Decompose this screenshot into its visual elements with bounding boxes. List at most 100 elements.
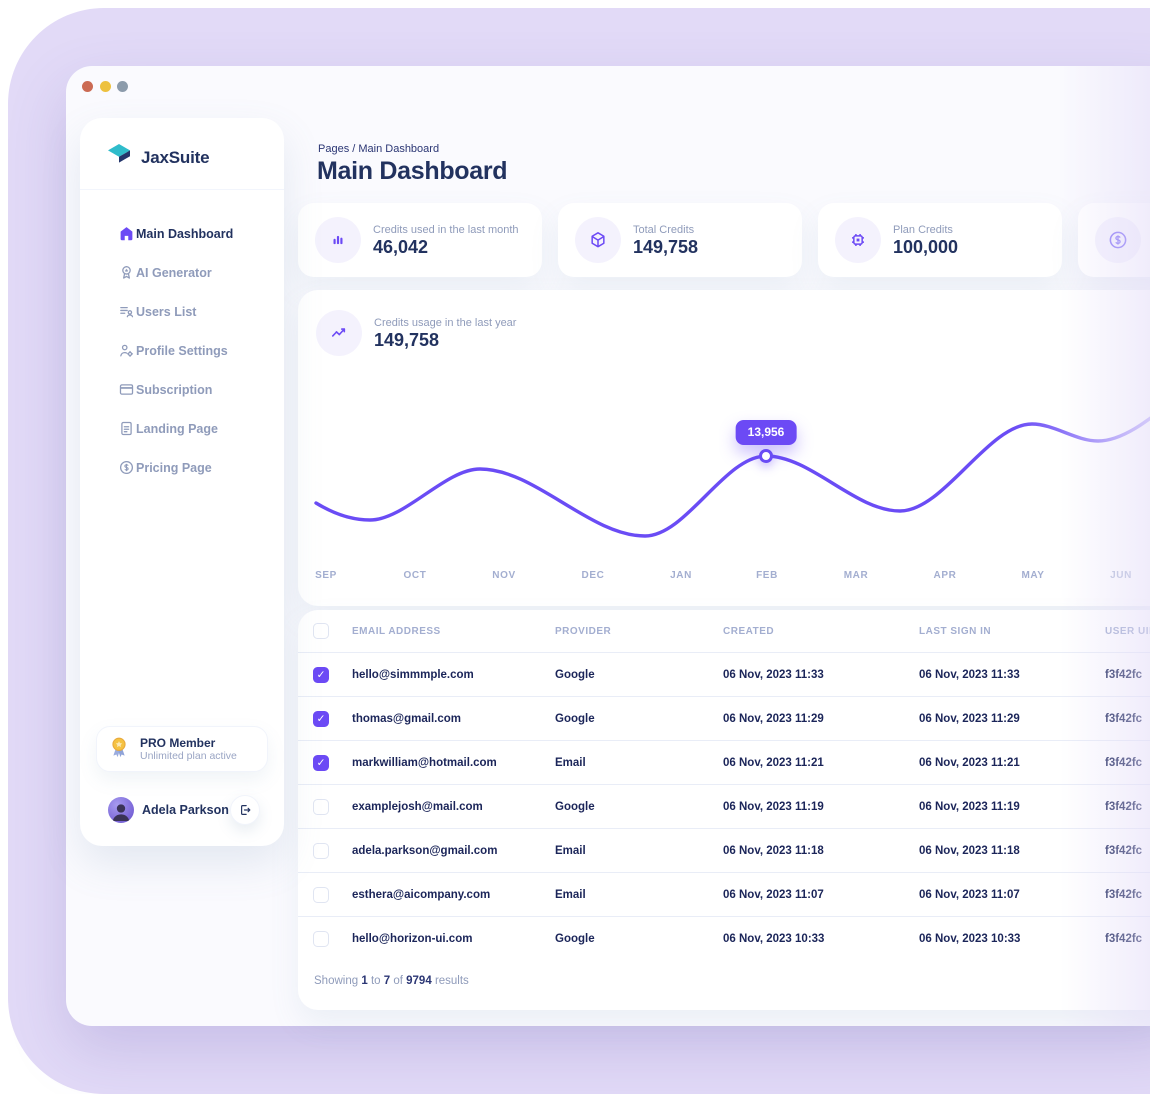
cell-email: esthera@aicompany.com (352, 888, 491, 901)
usage-label: Credits usage in the last year (374, 316, 517, 329)
stat-card-plan-credits: Plan Credits 100,000 (818, 203, 1062, 277)
document-icon (118, 420, 135, 437)
row-checkbox[interactable]: ✓ (313, 798, 329, 815)
sidebar-item-landing-page[interactable]: Landing Page (80, 409, 284, 448)
cell-last-sign-in: 06 Nov, 2023 11:19 (919, 800, 1020, 813)
cell-last-sign-in: 06 Nov, 2023 11:33 (919, 668, 1020, 681)
jaxsuite-logo-icon (106, 142, 132, 173)
sidebar-item-profile-settings[interactable]: Profile Settings (80, 331, 284, 370)
cell-provider: Email (555, 756, 586, 769)
award-icon (118, 264, 135, 281)
trend-icon (316, 310, 362, 356)
user-name: Adela Parkson (142, 803, 229, 817)
credit-card-icon (118, 381, 135, 398)
cell-last-sign-in: 06 Nov, 2023 11:29 (919, 712, 1020, 725)
users-table-card: EMAIL ADDRESS PROVIDER CREATED LAST SIGN… (298, 610, 1150, 1010)
cell-last-sign-in: 06 Nov, 2023 11:21 (919, 756, 1020, 769)
logout-icon (241, 805, 251, 815)
x-tick: MAR (843, 570, 869, 581)
cell-email: examplejosh@mail.com (352, 800, 483, 813)
x-tick: APR (933, 570, 957, 581)
logo-text: JaxSuite (141, 147, 210, 167)
stat-value: 149,758 (633, 236, 699, 257)
sidebar-item-label: Profile Settings (136, 343, 228, 358)
cell-created: 06 Nov, 2023 10:33 (723, 932, 825, 945)
cell-provider: Google (555, 668, 595, 681)
table-row: ✓ examplejosh@mail.com Google 06 Nov, 20… (298, 784, 1150, 828)
table-row: ✓ markwilliam@hotmail.com Email 06 Nov, … (298, 740, 1150, 784)
cell-user-uid: f3f42fc (1105, 756, 1143, 769)
pro-member-subtitle: Unlimited plan active (140, 749, 237, 762)
x-axis: SEP OCT NOV DEC JAN FEB MAR APR MAY JUN (298, 570, 1150, 584)
logo: JaxSuite (106, 142, 210, 173)
select-all-checkbox[interactable] (313, 623, 329, 639)
cell-provider: Google (555, 712, 595, 725)
table-row: ✓ thomas@gmail.com Google 06 Nov, 2023 1… (298, 696, 1150, 740)
sidebar-item-label: Landing Page (136, 421, 218, 436)
breadcrumb[interactable]: Pages / Main Dashboard (318, 143, 440, 155)
x-tick: MAY (1021, 570, 1045, 581)
table-row: ✓ hello@simmmple.com Google 06 Nov, 2023… (298, 652, 1150, 696)
sidebar-item-users-list[interactable]: Users List (80, 292, 284, 331)
minimize-window-dot[interactable] (99, 81, 111, 92)
cell-user-uid: f3f42fc (1105, 712, 1143, 725)
row-checkbox[interactable]: ✓ (313, 666, 329, 683)
chart-tooltip: 13,956 (735, 420, 797, 445)
stats-row: Credits used in the last month 46,042 To… (298, 203, 1150, 277)
stat-label: Total Credits (633, 223, 695, 236)
row-checkbox[interactable]: ✓ (313, 930, 329, 947)
table-row: ✓ hello@horizon-ui.com Google 06 Nov, 20… (298, 916, 1150, 960)
column-header[interactable]: PROVIDER (555, 625, 612, 637)
column-header[interactable]: CREATED (723, 625, 775, 637)
sidebar-item-main-dashboard[interactable]: Main Dashboard (80, 214, 284, 253)
column-header[interactable]: EMAIL ADDRESS (352, 625, 441, 637)
results-total: 9794 (406, 975, 432, 987)
x-tick: SEP (315, 570, 337, 581)
results-summary: Showing 1 to 7 of 9794 results (314, 975, 469, 987)
pro-member-title: PRO Member (140, 735, 216, 750)
cell-created: 06 Nov, 2023 11:19 (723, 800, 824, 813)
table-row: ✓ esthera@aicompany.com Email 06 Nov, 20… (298, 872, 1150, 916)
chart-marker-dot[interactable] (759, 449, 773, 463)
cell-user-uid: f3f42fc (1105, 668, 1143, 681)
sidebar-item-pricing-page[interactable]: Pricing Page (80, 448, 284, 487)
usage-card-header: Credits usage in the last year 149,758 (316, 310, 516, 356)
cell-created: 06 Nov, 2023 11:29 (723, 712, 824, 725)
home-icon (118, 225, 135, 242)
cell-created: 06 Nov, 2023 11:21 (723, 756, 824, 769)
cell-created: 06 Nov, 2023 11:07 (723, 888, 824, 901)
sidebar-item-ai-generator[interactable]: AI Generator (80, 253, 284, 292)
cell-user-uid: f3f42fc (1105, 800, 1143, 813)
close-window-dot[interactable] (82, 81, 93, 92)
row-checkbox[interactable]: ✓ (313, 842, 329, 859)
avatar (108, 797, 134, 823)
x-tick: NOV (492, 570, 516, 581)
x-tick: DEC (581, 570, 605, 581)
cell-provider: Google (555, 932, 595, 945)
x-tick: FEB (756, 570, 778, 581)
sidebar-item-label: AI Generator (136, 265, 212, 280)
row-checkbox[interactable]: ✓ (313, 754, 329, 771)
stat-value: 100,000 (893, 236, 959, 257)
logout-button[interactable] (230, 795, 260, 825)
users-list-icon (118, 303, 135, 320)
column-header[interactable]: LAST SIGN IN (919, 625, 992, 637)
column-header[interactable]: USER UID (1105, 625, 1150, 637)
window-controls (82, 81, 128, 92)
row-checkbox[interactable]: ✓ (313, 710, 329, 727)
cell-last-sign-in: 06 Nov, 2023 10:33 (919, 932, 1021, 945)
cell-last-sign-in: 06 Nov, 2023 11:07 (919, 888, 1020, 901)
sidebar-item-label: Users List (136, 304, 197, 319)
table-row: ✓ adela.parkson@gmail.com Email 06 Nov, … (298, 828, 1150, 872)
sidebar: JaxSuite Main Dashboard AI Generator (80, 118, 284, 846)
row-checkbox[interactable]: ✓ (313, 886, 329, 903)
sidebar-nav: Main Dashboard AI Generator (80, 214, 284, 487)
cell-provider: Email (555, 844, 586, 857)
stat-card-total-credits: Total Credits 149,758 (558, 203, 802, 277)
cell-email: thomas@gmail.com (352, 712, 461, 725)
sidebar-item-subscription[interactable]: Subscription (80, 370, 284, 409)
sidebar-item-label: Subscription (136, 382, 213, 397)
fullscreen-window-dot[interactable] (117, 81, 128, 92)
usage-chart-card: Credits usage in the last year 149,758 1… (298, 290, 1150, 606)
x-tick: JUN (1110, 570, 1132, 581)
